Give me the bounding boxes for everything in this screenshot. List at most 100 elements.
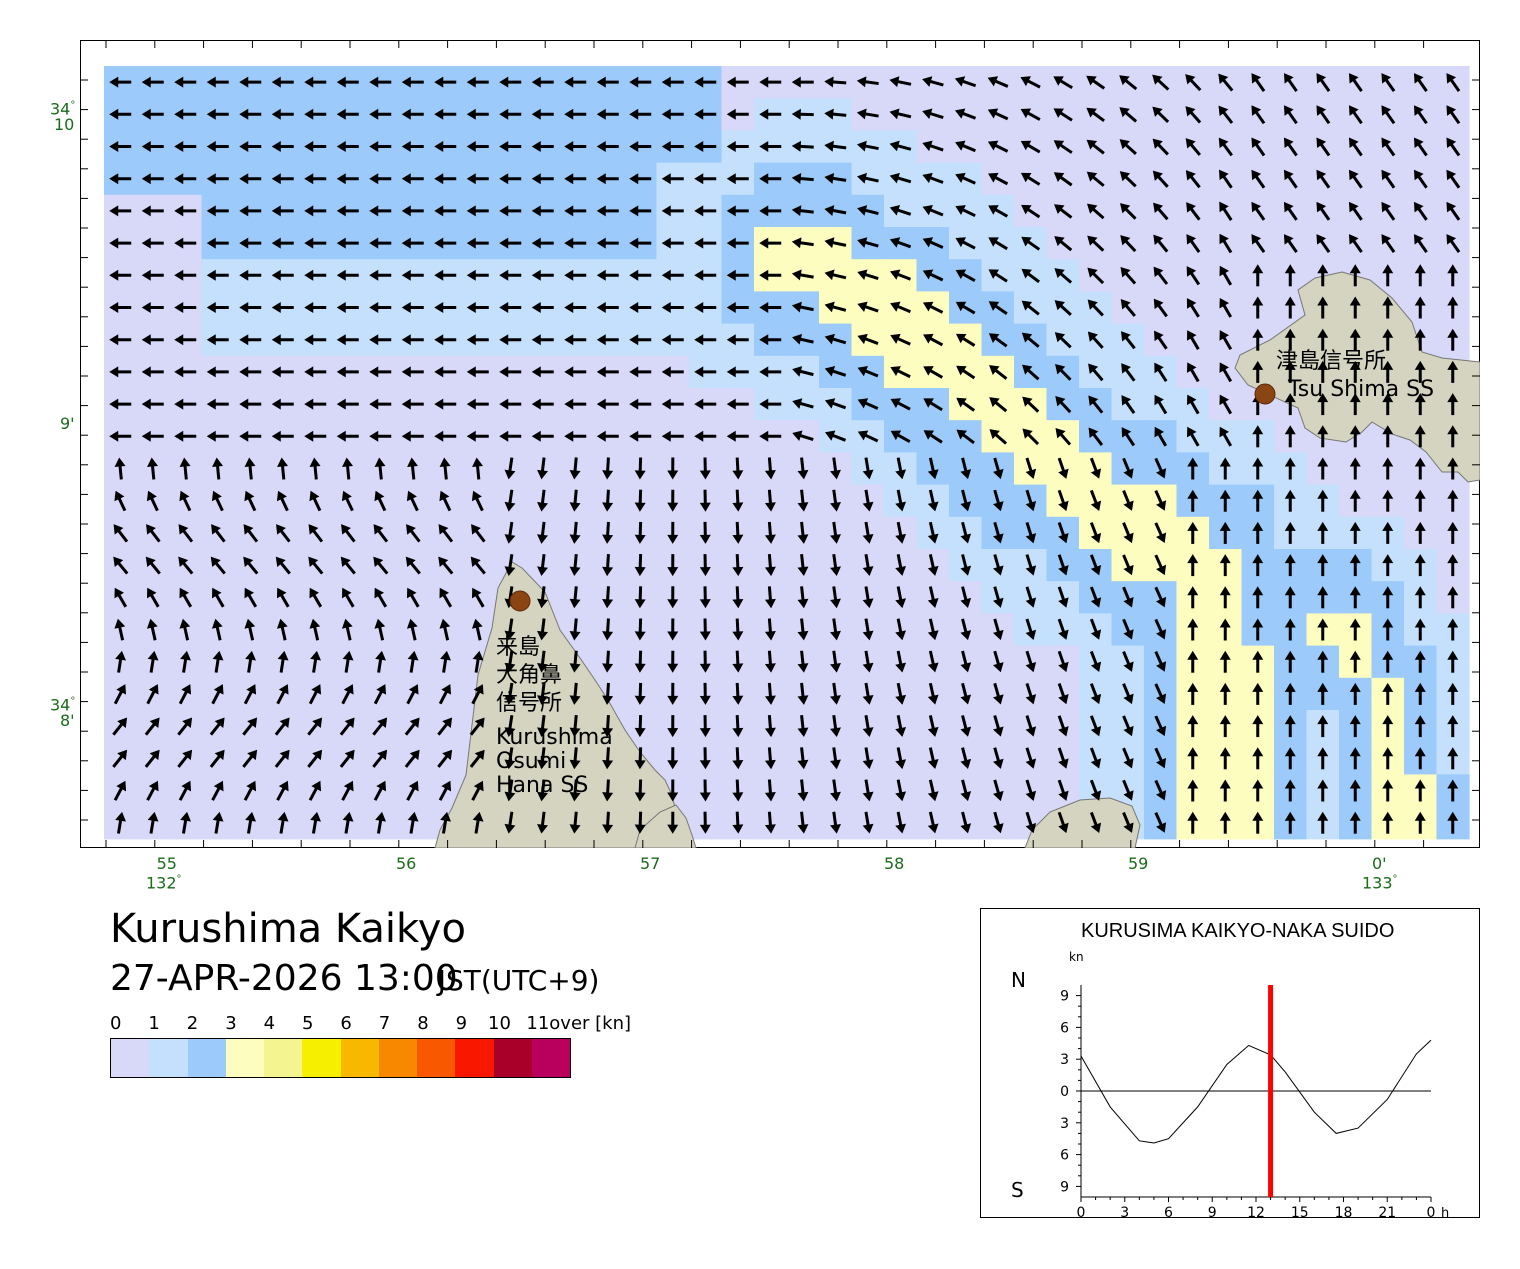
- current-arrow: [1219, 330, 1233, 350]
- current-arrow: [1348, 105, 1363, 125]
- current-arrow: [987, 76, 1009, 88]
- current-arrow: [1252, 425, 1264, 448]
- current-arrow: [1447, 682, 1459, 705]
- current-arrow: [629, 302, 652, 313]
- current-arrow: [466, 366, 489, 378]
- current-arrow: [862, 618, 874, 641]
- current-arrow: [243, 556, 259, 575]
- current-arrow: [1348, 137, 1363, 157]
- current-arrow: [1086, 171, 1105, 187]
- current-arrow: [1020, 108, 1041, 121]
- current-arrow: [434, 173, 457, 185]
- current-arrow: [927, 618, 939, 641]
- legend-label: 5: [302, 1013, 314, 1034]
- current-arrow: [1348, 234, 1363, 253]
- current-arrow: [1283, 169, 1298, 189]
- current-arrow: [1089, 650, 1102, 672]
- current-arrow: [569, 521, 581, 544]
- tide-x-tick: 0: [1427, 1205, 1436, 1217]
- forecast-datetime: 27-APR-2026 13:00JST(UTC+9): [110, 958, 599, 999]
- current-arrow: [239, 173, 262, 185]
- current-arrow: [1054, 268, 1073, 284]
- current-arrow: [830, 553, 841, 576]
- current-arrow: [1086, 139, 1105, 155]
- current-arrow: [144, 717, 160, 736]
- current-arrow: [174, 205, 197, 217]
- current-arrow: [857, 398, 879, 410]
- current-arrow: [1284, 457, 1296, 480]
- legend-swatch: [531, 1039, 570, 1077]
- current-arrow: [993, 457, 1004, 480]
- current-arrow: [434, 141, 457, 152]
- kurushima-station-marker[interactable]: [509, 590, 531, 612]
- current-arrow: [1025, 779, 1037, 801]
- current-arrow: [1382, 521, 1394, 544]
- current-arrow: [661, 237, 684, 249]
- current-arrow: [342, 811, 354, 834]
- current-arrow: [309, 457, 321, 480]
- current-arrow: [336, 108, 359, 120]
- current-arrow: [694, 302, 717, 313]
- current-arrow: [239, 302, 262, 313]
- current-arrow: [1087, 331, 1104, 349]
- current-arrow: [1414, 715, 1426, 738]
- current-arrow: [955, 333, 976, 347]
- current-arrow: [277, 650, 289, 673]
- lon-tick-label-56: 56: [396, 854, 417, 873]
- legend-swatch: [187, 1039, 226, 1077]
- current-arrow: [1154, 457, 1167, 479]
- current-arrow: [244, 490, 257, 512]
- lon-tick-label-0: 0' 133°: [1362, 854, 1398, 893]
- current-arrow: [1185, 170, 1201, 189]
- current-arrow: [1447, 779, 1459, 802]
- current-arrow: [499, 269, 522, 281]
- current-arrow: [857, 237, 879, 248]
- current-arrow: [1317, 586, 1329, 609]
- current-arrow: [1053, 172, 1073, 187]
- current-arrow: [791, 140, 814, 152]
- current-arrow: [1089, 554, 1102, 576]
- current-arrow: [759, 302, 782, 313]
- current-arrow: [564, 302, 587, 313]
- current-arrow: [726, 398, 749, 410]
- current-arrow: [342, 457, 354, 480]
- current-arrow: [206, 269, 229, 281]
- current-arrow: [469, 717, 485, 736]
- current-arrow: [209, 749, 225, 768]
- current-arrow: [206, 366, 229, 378]
- current-arrow: [499, 141, 522, 152]
- current-arrow: [245, 811, 257, 834]
- current-arrow: [596, 269, 619, 281]
- current-arrow: [922, 205, 944, 217]
- current-arrow: [310, 811, 322, 834]
- current-arrow: [955, 269, 976, 282]
- current-arrow: [889, 205, 912, 216]
- current-arrow: [955, 301, 976, 315]
- current-arrow: [1218, 169, 1233, 189]
- current-arrow: [726, 430, 749, 442]
- current-map[interactable]: [80, 40, 1480, 848]
- current-arrow: [634, 521, 646, 544]
- current-arrow: [179, 457, 191, 480]
- tsushima-station-marker[interactable]: [1254, 383, 1276, 405]
- current-arrow: [661, 366, 684, 378]
- current-arrow: [499, 398, 522, 410]
- current-arrow: [1054, 236, 1073, 252]
- current-arrow: [1186, 298, 1200, 318]
- current-arrow: [375, 811, 387, 834]
- current-arrow: [1154, 362, 1168, 382]
- current-arrow: [629, 398, 652, 410]
- current-arrow: [141, 269, 164, 281]
- current-arrow: [661, 76, 684, 88]
- current-arrow: [537, 521, 548, 544]
- current-arrow: [1187, 586, 1199, 609]
- current-arrow: [1382, 554, 1394, 577]
- current-arrow: [211, 490, 224, 512]
- current-arrow: [440, 811, 452, 834]
- current-arrow: [271, 334, 294, 346]
- current-arrow: [275, 556, 291, 575]
- current-arrow: [212, 457, 224, 480]
- tsushima-station-label-en: Tsu Shima SS: [1288, 377, 1435, 402]
- current-arrow: [889, 237, 912, 249]
- current-arrow: [830, 489, 841, 512]
